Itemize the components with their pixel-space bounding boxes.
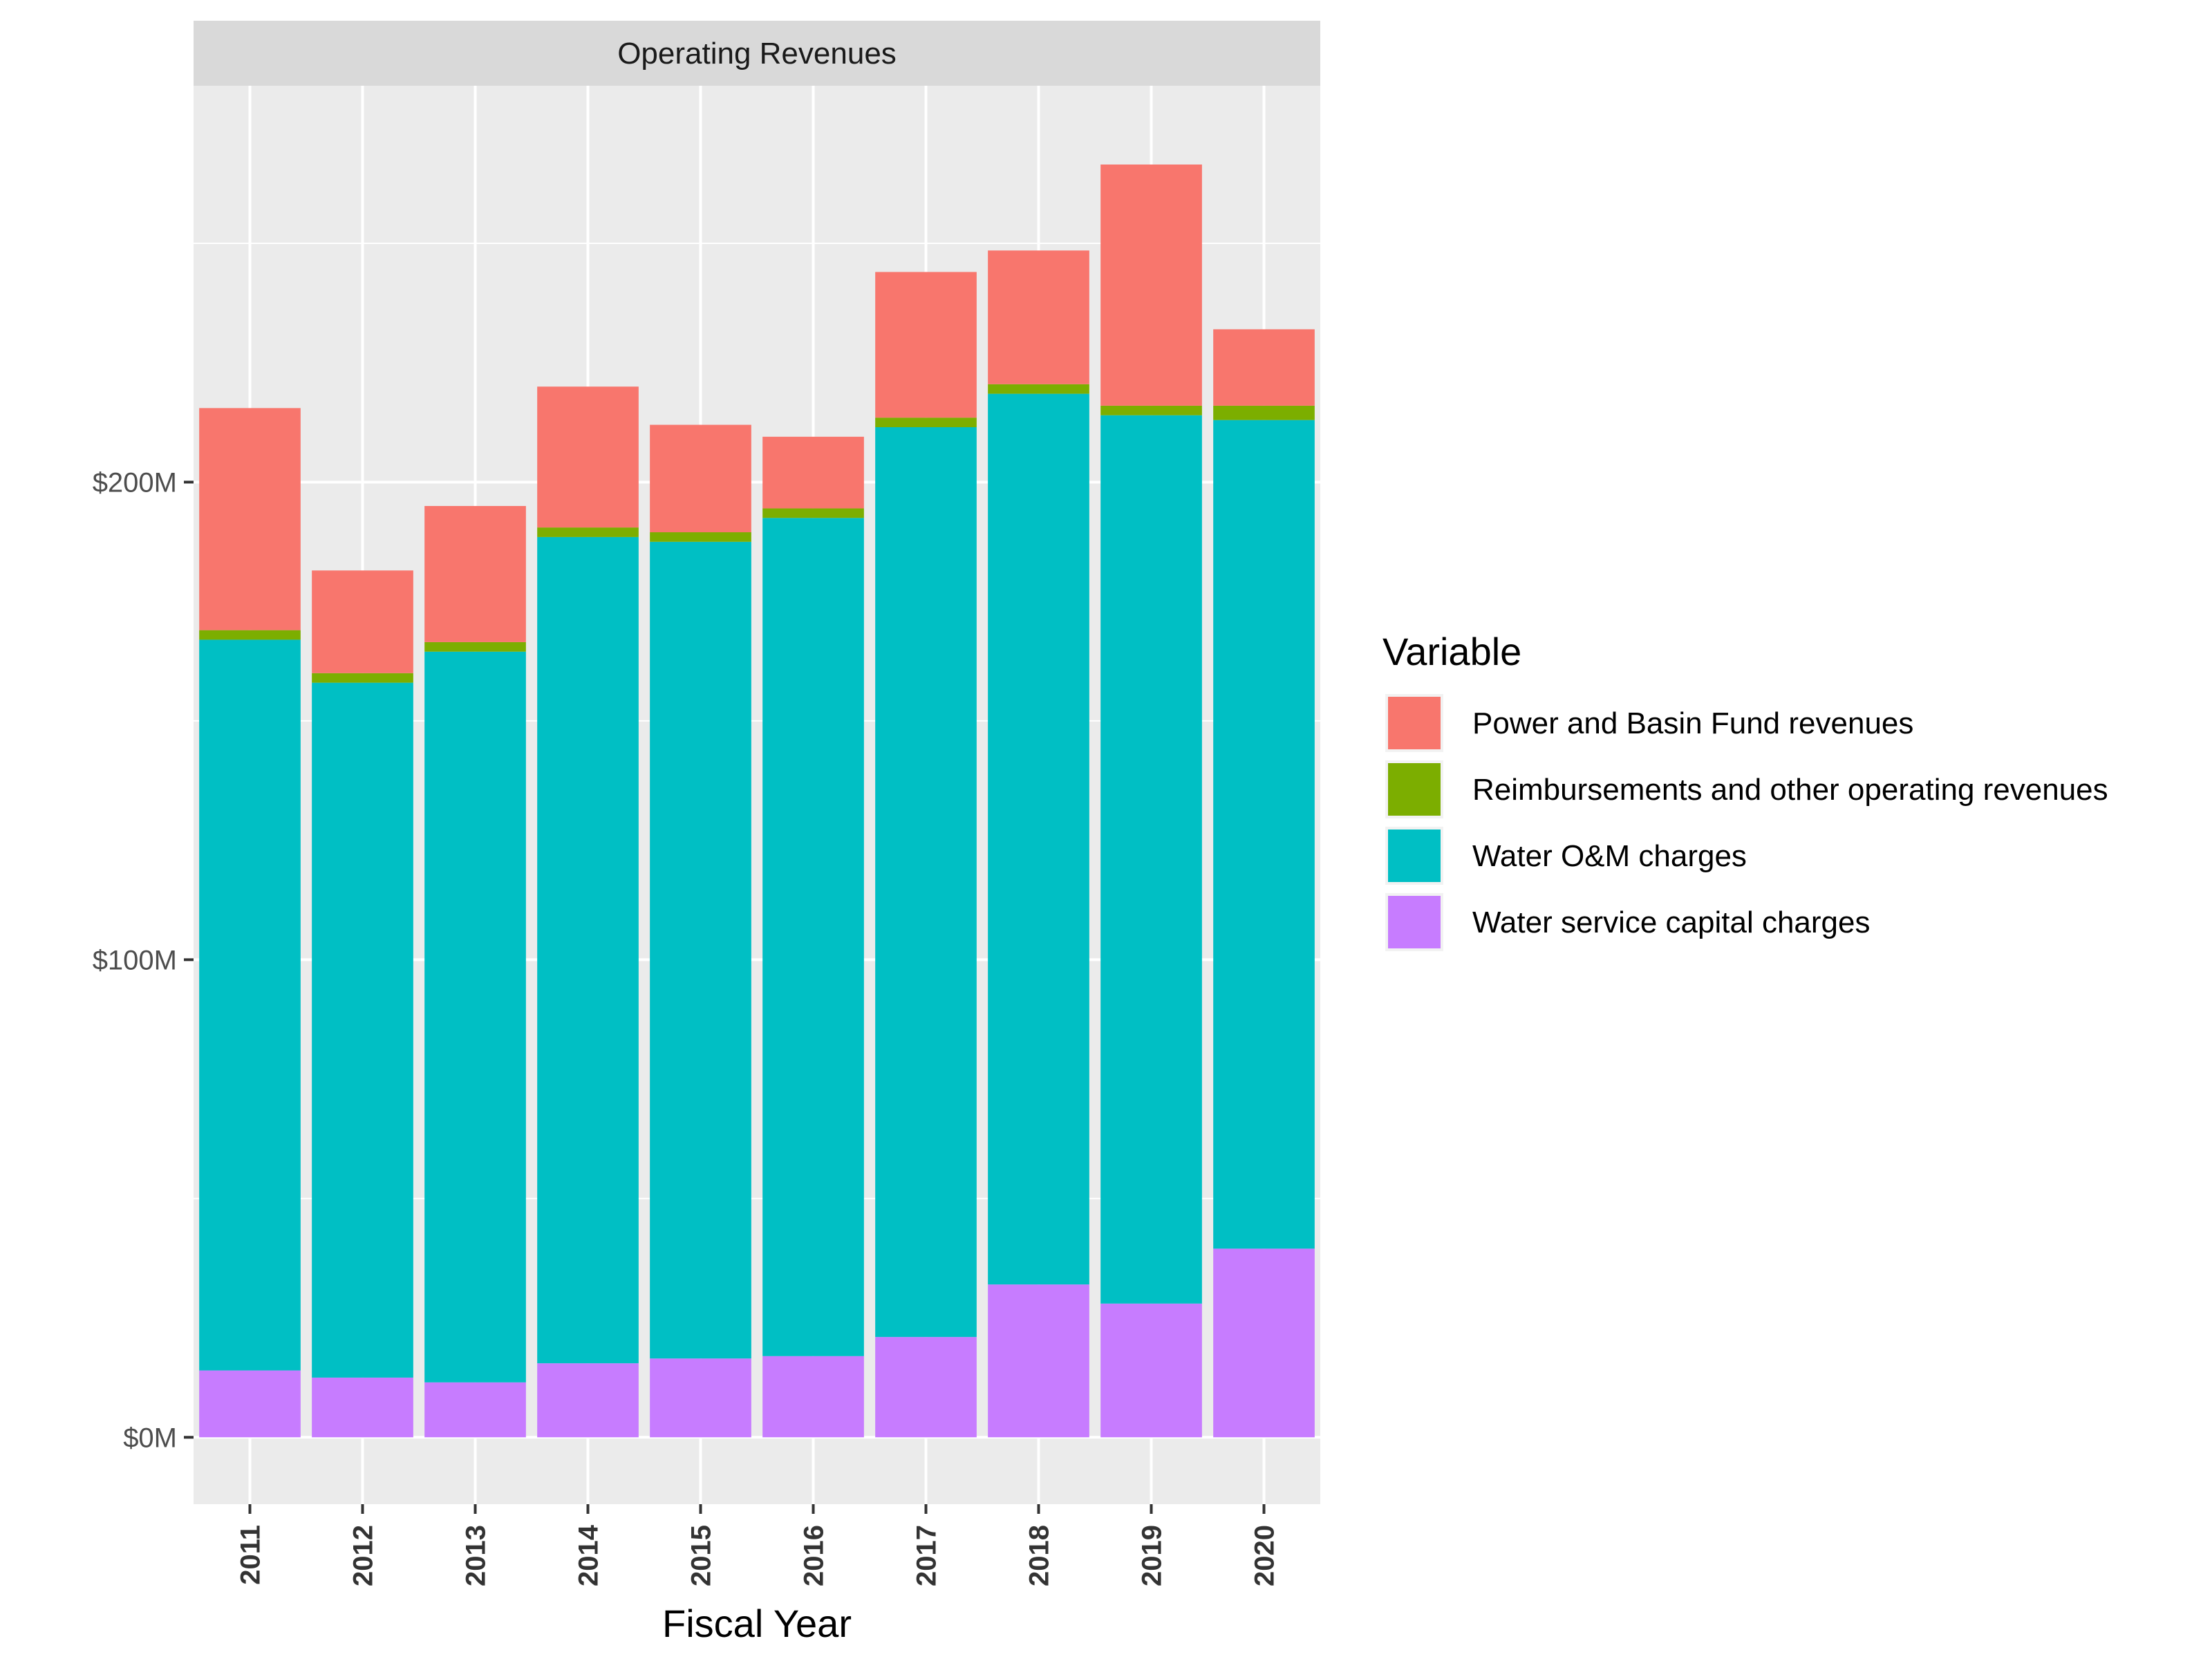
x-tick-label: 2016 xyxy=(799,1525,830,1586)
bar-segment xyxy=(312,673,413,683)
legend-swatch xyxy=(1388,896,1441,948)
x-tick-label: 2020 xyxy=(1250,1525,1280,1586)
bar-segment xyxy=(875,272,977,418)
bar-segment xyxy=(988,393,1089,1285)
bar-segment xyxy=(1100,165,1202,406)
y-tick-label: $0M xyxy=(123,1423,177,1453)
bar-segment xyxy=(650,541,751,1359)
bar-segment xyxy=(875,427,977,1338)
bar-segment xyxy=(1213,405,1315,420)
bar-segment xyxy=(650,1358,751,1438)
legend-label: Power and Basin Fund revenues xyxy=(1472,706,1913,740)
legend-swatch xyxy=(1388,830,1441,882)
bar-segment xyxy=(875,1337,977,1438)
y-tick-label: $100M xyxy=(93,945,177,975)
bar-segment xyxy=(424,506,526,642)
bar-segment xyxy=(537,536,639,1364)
legend-title: Variable xyxy=(1382,630,1521,673)
bar-segment xyxy=(537,386,639,528)
bar-segment xyxy=(199,630,301,640)
legend-label: Reimbursements and other operating reven… xyxy=(1472,773,2108,807)
bar-segment xyxy=(424,651,526,1382)
strip-background xyxy=(194,21,1320,86)
bar-segment xyxy=(537,527,639,537)
legend-label: Water service capital charges xyxy=(1472,906,1870,939)
x-tick-label: 2018 xyxy=(1024,1525,1055,1586)
y-tick-label: $200M xyxy=(93,467,177,498)
bar-segment xyxy=(762,436,864,509)
bars xyxy=(199,165,1315,1438)
bar-segment xyxy=(424,641,526,652)
x-axis-title: Fiscal Year xyxy=(662,1602,852,1645)
bar-segment xyxy=(988,1284,1089,1438)
bar-segment xyxy=(650,424,751,532)
facet-title: Operating Revenues xyxy=(617,37,897,71)
bar-segment xyxy=(312,1377,413,1438)
bar-segment xyxy=(199,1370,301,1438)
x-axis: 2011 2012 2013 2014 2015 2016 2017 2018 2019 2020 xyxy=(236,1504,1280,1586)
legend: Power and Basin Fund revenues Reimburseme… xyxy=(1385,694,2108,951)
bar-segment xyxy=(650,532,751,542)
bar-segment xyxy=(875,418,977,427)
bar-segment xyxy=(1100,405,1202,415)
bar-segment xyxy=(1100,1303,1202,1438)
bar-segment xyxy=(762,1356,864,1438)
x-tick-label: 2019 xyxy=(1137,1525,1168,1586)
x-tick-label: 2014 xyxy=(574,1524,604,1586)
x-tick-label: 2017 xyxy=(912,1525,942,1586)
legend-swatch xyxy=(1388,697,1441,749)
legend-swatch xyxy=(1388,763,1441,816)
y-axis: $0M $100M $200M xyxy=(93,467,194,1453)
bar-segment xyxy=(988,384,1089,394)
bar-segment xyxy=(762,508,864,518)
legend-label: Water O&M charges xyxy=(1472,839,1747,873)
x-tick-label: 2011 xyxy=(236,1525,266,1585)
bar-segment xyxy=(1213,329,1315,406)
x-tick-label: 2015 xyxy=(686,1525,717,1586)
bar-segment xyxy=(537,1363,639,1438)
bar-segment xyxy=(988,250,1089,384)
bar-segment xyxy=(762,518,864,1356)
bar-segment xyxy=(312,682,413,1378)
bar-segment xyxy=(1213,1248,1315,1438)
bar-segment xyxy=(199,408,301,630)
bar-segment xyxy=(199,639,301,1371)
bar-segment xyxy=(1100,415,1202,1304)
x-tick-label: 2013 xyxy=(461,1525,491,1586)
x-tick-label: 2012 xyxy=(348,1525,379,1586)
bar-segment xyxy=(312,570,413,673)
bar-segment xyxy=(1213,420,1315,1249)
bar-segment xyxy=(424,1382,526,1438)
